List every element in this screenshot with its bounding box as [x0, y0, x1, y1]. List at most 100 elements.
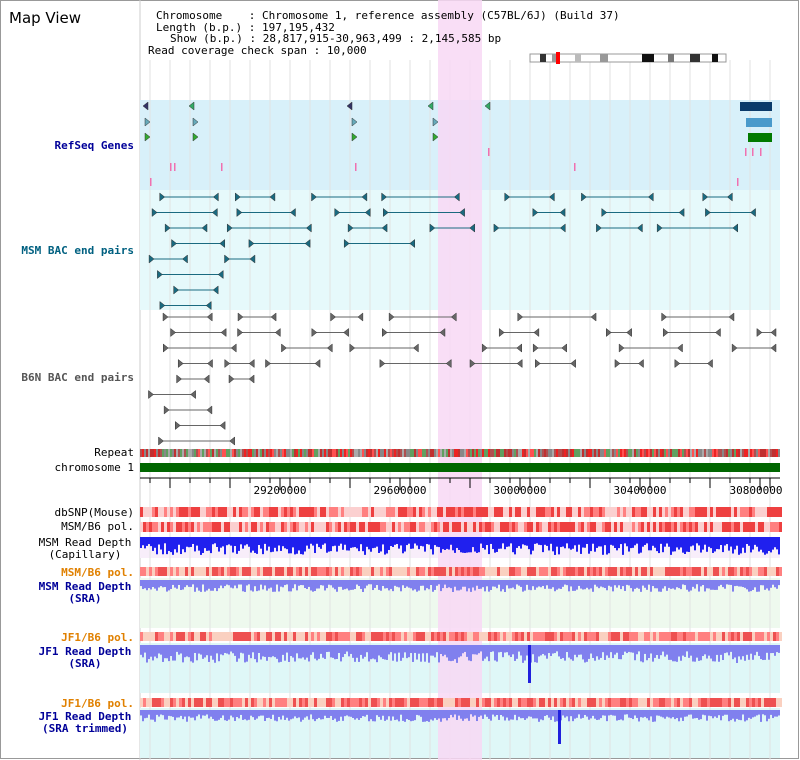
- density-cell: [599, 632, 602, 641]
- read-depth-bar: [164, 537, 166, 544]
- repeat-segment: [272, 449, 274, 457]
- read-depth-bar: [412, 645, 414, 662]
- read-depth-bar: [358, 537, 360, 552]
- track-label-dbsnp[interactable]: dbSNP(Mouse): [54, 506, 134, 519]
- density-cell: [638, 567, 641, 576]
- read-depth-bar: [210, 645, 212, 656]
- density-cell: [485, 698, 488, 707]
- read-depth-bar: [690, 710, 692, 715]
- density-cell: [368, 698, 371, 707]
- track-label-jf1-depth-sra[interactable]: JF1 Read Depth (SRA): [30, 646, 140, 670]
- repeat-segment: [420, 449, 422, 457]
- refseq-transcript-mark: [150, 178, 152, 186]
- density-cell: [608, 698, 611, 707]
- refseq-transcript-mark: [355, 163, 357, 171]
- read-depth-bar: [628, 537, 630, 552]
- density-cell: [269, 507, 272, 517]
- density-cell: [707, 567, 710, 576]
- read-depth-bar: [262, 580, 264, 590]
- read-depth-bar: [472, 710, 474, 717]
- density-cell: [206, 522, 209, 532]
- density-cell: [215, 507, 218, 517]
- repeat-segment: [166, 449, 168, 457]
- read-depth-bar: [176, 580, 178, 589]
- read-depth-bar: [568, 537, 570, 549]
- track-label-jf1-b6-pol[interactable]: JF1/B6 pol.: [61, 631, 134, 644]
- density-cell: [680, 507, 683, 517]
- read-depth-bar: [734, 580, 736, 587]
- read-depth-bar: [738, 537, 740, 555]
- read-depth-bar: [440, 580, 442, 592]
- repeat-segment: [174, 449, 176, 457]
- track-label-msm-bac[interactable]: MSM BAC end pairs: [21, 244, 134, 257]
- read-depth-bar: [600, 537, 602, 547]
- read-depth-bar: [694, 645, 696, 662]
- density-cell: [596, 522, 599, 532]
- density-cell: [227, 632, 230, 641]
- repeat-segment: [194, 449, 196, 457]
- density-cell: [311, 567, 314, 576]
- repeat-segment: [184, 449, 186, 457]
- track-label-b6n-bac[interactable]: B6N BAC end pairs: [21, 371, 134, 384]
- read-depth-bar: [340, 645, 342, 662]
- track-label-repeat[interactable]: Repeat: [94, 446, 134, 459]
- density-cell: [704, 567, 707, 576]
- read-depth-bar: [192, 710, 194, 718]
- read-depth-bar: [190, 537, 192, 547]
- density-cell: [431, 507, 434, 517]
- density-cell: [485, 522, 488, 532]
- ideogram-band: [600, 54, 608, 62]
- label-line-2: (SRA): [68, 592, 102, 605]
- density-cell: [356, 507, 359, 517]
- read-depth-bar: [328, 645, 330, 652]
- density-cell: [770, 698, 773, 707]
- read-depth-bar: [142, 645, 144, 658]
- track-label-msm-depth-capillary[interactable]: MSM Read Depth (Capillary): [30, 537, 140, 561]
- density-cell: [317, 567, 320, 576]
- density-cell: [515, 698, 518, 707]
- read-depth-bar: [590, 537, 592, 552]
- track-label-msm-depth-sra[interactable]: MSM Read Depth (SRA): [30, 581, 140, 605]
- read-depth-bar: [610, 710, 612, 715]
- density-cell: [539, 632, 542, 641]
- density-cell: [272, 632, 275, 641]
- refseq-transcript-mark: [488, 148, 490, 156]
- density-cell: [566, 632, 569, 641]
- read-depth-bar: [262, 537, 264, 555]
- read-depth-bar: [572, 537, 574, 549]
- density-cell: [707, 507, 710, 517]
- repeat-segment: [554, 449, 556, 457]
- read-depth-bar: [552, 645, 554, 654]
- density-cell: [692, 522, 695, 532]
- track-label-msm-b6-pol[interactable]: MSM/B6 pol.: [61, 520, 134, 533]
- density-cell: [776, 632, 779, 641]
- density-cell: [290, 567, 293, 576]
- read-depth-bar: [146, 537, 148, 546]
- read-depth-bar: [744, 580, 746, 588]
- repeat-segment: [634, 449, 636, 457]
- density-cell: [452, 507, 455, 517]
- read-depth-bar: [680, 710, 682, 718]
- read-depth-bar: [180, 645, 182, 654]
- density-cell: [293, 698, 296, 707]
- density-cell: [683, 507, 686, 517]
- density-cell: [767, 567, 770, 576]
- density-cell: [173, 698, 176, 707]
- read-depth-bar: [678, 645, 680, 657]
- read-depth-bar: [684, 710, 686, 717]
- track-label-refseq[interactable]: RefSeq Genes: [54, 139, 134, 152]
- read-depth-bar: [696, 537, 698, 544]
- read-depth-bar: [388, 710, 390, 717]
- read-depth-bar: [720, 580, 722, 585]
- density-cell: [299, 567, 302, 576]
- density-cell: [668, 632, 671, 641]
- density-cell: [302, 567, 305, 576]
- density-cell: [761, 507, 764, 517]
- track-label-jf1-b6-pol-2[interactable]: JF1/B6 pol.: [61, 697, 134, 710]
- track-label-jf1-depth-trimmed[interactable]: JF1 Read Depth (SRA trimmed): [30, 711, 140, 735]
- track-label-msm-b6-pol-2[interactable]: MSM/B6 pol.: [61, 566, 134, 579]
- density-cell: [143, 522, 146, 532]
- density-cell: [713, 632, 716, 641]
- repeat-segment: [448, 449, 450, 457]
